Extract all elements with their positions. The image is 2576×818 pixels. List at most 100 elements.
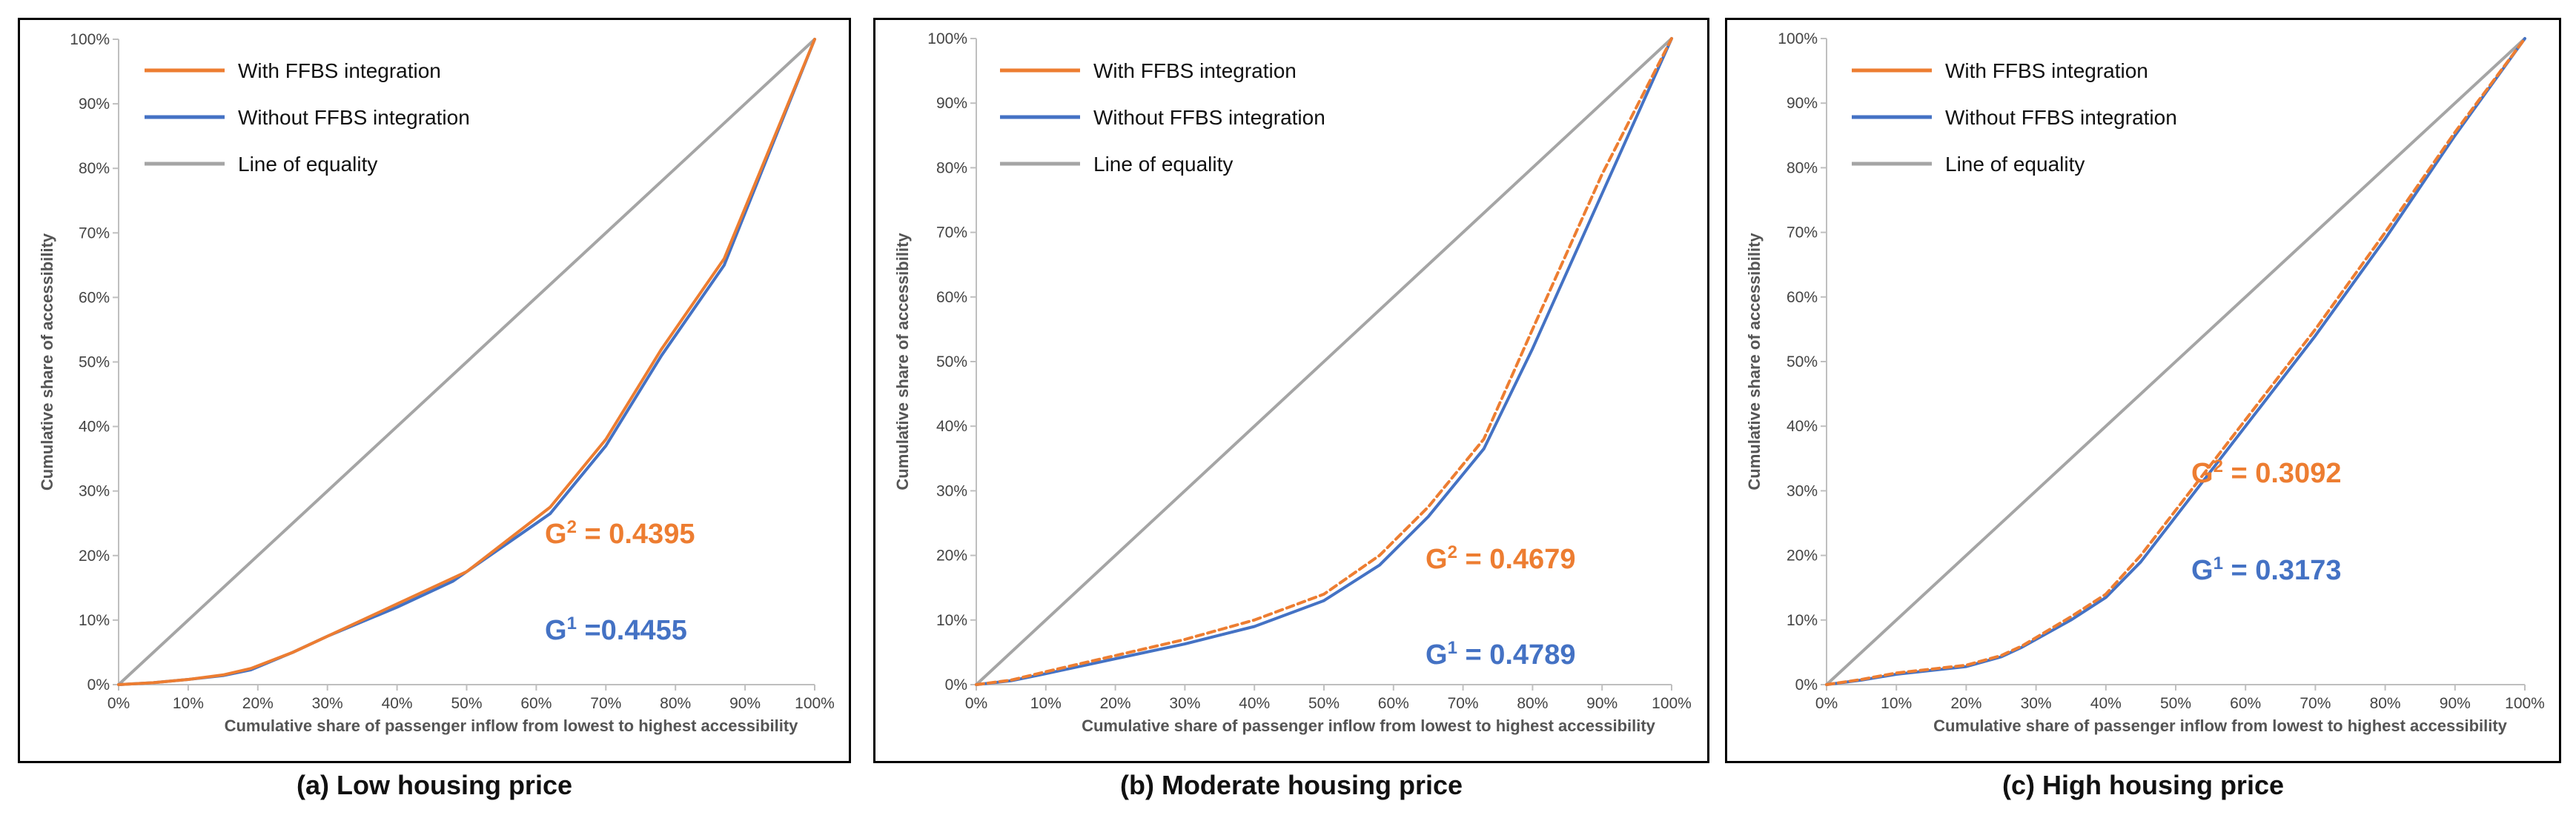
y-tick-label: 0%: [945, 676, 967, 694]
y-tick-label: 30%: [1787, 482, 1818, 499]
series-line-with-ffbs: [975, 37, 1673, 686]
y-tick-label: 30%: [79, 483, 110, 500]
chart-panel-moderate: 0% 10% 20% 30% 40% 50% 60% 70% 80% 90% 100% 0% 10% 20…: [873, 18, 1709, 763]
caption-low-housing-price: (a) Low housing price: [296, 770, 572, 800]
x-tick-label: 10%: [173, 695, 204, 712]
chart-panel-high: 0% 10% 20% 30% 40% 50% 60% 70% 80% 90% 100% 0% 10% 20…: [1725, 18, 2561, 763]
series-line-without-ffbs: [975, 37, 1673, 686]
chart-svg: 0% 10% 20% 30% 40% 50% 60% 70% 80% 90% 100% 0% 10% 20…: [38, 31, 835, 735]
x-tick-label: 90%: [729, 695, 761, 712]
legend: With FFBS integration Without FFBS integr…: [1000, 59, 1325, 176]
y-tick-label: 90%: [1787, 95, 1818, 112]
x-tick-label: 80%: [660, 695, 691, 712]
y-tick-label: 60%: [1787, 289, 1818, 306]
y-tick-label: 50%: [936, 353, 967, 370]
y-tick-label: 10%: [79, 612, 110, 629]
x-tick-label: 30%: [2021, 695, 2052, 712]
x-tick-label: 100%: [795, 695, 835, 712]
y-tick-label: 70%: [936, 225, 967, 242]
y-tick-label: 20%: [1787, 548, 1818, 565]
y-tick-label: 0%: [87, 676, 110, 694]
y-tick-label: 40%: [1787, 418, 1818, 435]
x-tick-label: 60%: [2230, 695, 2261, 712]
x-tick-label: 30%: [1169, 695, 1200, 712]
y-axis-title: Cumulative share of accessibility: [1745, 233, 1764, 491]
y-tick-label: 0%: [1795, 676, 1818, 694]
chart-svg: 0% 10% 20% 30% 40% 50% 60% 70% 80% 90% 100% 0% 10% 20…: [1745, 30, 2545, 735]
y-axis-title: Cumulative share of accessibility: [38, 233, 56, 491]
y-tick-label: 90%: [79, 96, 110, 113]
x-tick-label: 50%: [1308, 695, 1340, 712]
gini-annotation: G2 = 0.4395: [545, 517, 695, 550]
gini-annotation: G1 =0.4455: [545, 614, 687, 646]
x-tick-label: 70%: [1448, 695, 1479, 712]
y-tick-label: 80%: [79, 160, 110, 177]
x-tick-label: 60%: [520, 695, 552, 712]
legend-label: Line of equality: [1945, 153, 2085, 176]
caption-high-housing-price: (c) High housing price: [2001, 770, 2284, 800]
x-axis-title: Cumulative share of passenger inflow fro…: [225, 716, 799, 735]
y-tick-label: 100%: [70, 31, 110, 48]
x-axis-title: Cumulative share of passenger inflow fro…: [1933, 716, 2508, 735]
line-of-equality: [1825, 37, 2526, 686]
y-axis-title: Cumulative share of accessibility: [893, 233, 912, 491]
x-tick-label: 70%: [590, 695, 621, 712]
chart-svg: 0% 10% 20% 30% 40% 50% 60% 70% 80% 90% 100% 0% 10% 20…: [893, 30, 1692, 735]
gini-annotation: G2 = 0.3092: [2191, 456, 2341, 489]
y-tick-label: 90%: [936, 95, 967, 112]
x-tick-label: 20%: [1100, 695, 1131, 712]
y-tick-label: 100%: [927, 30, 967, 47]
x-tick-label: 30%: [312, 695, 343, 712]
series-line-without-ffbs: [1825, 37, 2526, 686]
x-tick-label: 0%: [1815, 695, 1838, 712]
x-tick-label: 0%: [107, 695, 130, 712]
y-tick-label: 100%: [1778, 30, 1818, 47]
y-tick-label: 60%: [936, 289, 967, 306]
y-tick-label: 10%: [936, 612, 967, 629]
x-tick-label: 50%: [451, 695, 482, 712]
legend: With FFBS integration Without FFBS integr…: [145, 59, 470, 176]
x-tick-label: 10%: [1881, 695, 1912, 712]
x-tick-label: 60%: [1378, 695, 1409, 712]
x-tick-label: 20%: [242, 695, 274, 712]
y-tick-label: 70%: [79, 225, 110, 242]
chart-panel-low: 0% 10% 20% 30% 40% 50% 60% 70% 80% 90% 100% 0% 10% 20…: [18, 18, 851, 763]
line-of-equality: [975, 37, 1673, 686]
y-tick-label: 70%: [1787, 225, 1818, 242]
x-tick-label: 10%: [1030, 695, 1062, 712]
series-line-with-ffbs: [1825, 37, 2526, 686]
y-tick-label: 10%: [1787, 612, 1818, 629]
legend-label: Line of equality: [1093, 153, 1233, 176]
gini-annotation: G1 = 0.4789: [1426, 638, 1575, 671]
x-tick-label: 50%: [2160, 695, 2191, 712]
legend-label: Without FFBS integration: [1945, 106, 2177, 129]
legend-label: With FFBS integration: [238, 59, 441, 82]
legend-label: With FFBS integration: [1945, 59, 2148, 82]
y-tick-label: 40%: [936, 418, 967, 435]
legend-label: With FFBS integration: [1093, 59, 1297, 82]
x-tick-label: 100%: [1652, 695, 1692, 712]
x-tick-label: 40%: [2090, 695, 2122, 712]
x-axis-title: Cumulative share of passenger inflow fro…: [1082, 716, 1656, 735]
y-tick-label: 50%: [79, 354, 110, 371]
legend-label: Without FFBS integration: [1093, 106, 1325, 129]
y-tick-label: 20%: [79, 548, 110, 565]
x-tick-label: 0%: [965, 695, 987, 712]
legend-label: Without FFBS integration: [238, 106, 470, 129]
y-tick-label: 30%: [936, 482, 967, 499]
line-of-equality: [117, 38, 816, 686]
x-tick-label: 100%: [2505, 695, 2545, 712]
x-tick-label: 70%: [2299, 695, 2331, 712]
y-tick-label: 20%: [936, 548, 967, 565]
gini-annotation: G2 = 0.4679: [1426, 542, 1575, 575]
x-tick-label: 90%: [1586, 695, 1618, 712]
y-tick-label: 40%: [79, 419, 110, 436]
x-tick-label: 20%: [1950, 695, 1981, 712]
legend: With FFBS integration Without FFBS integr…: [1852, 59, 2177, 176]
series-line-with-ffbs: [117, 38, 816, 686]
x-tick-label: 90%: [2440, 695, 2471, 712]
y-tick-label: 50%: [1787, 353, 1818, 370]
x-tick-label: 40%: [1239, 695, 1270, 712]
x-tick-label: 40%: [382, 695, 413, 712]
y-tick-label: 80%: [936, 159, 967, 176]
